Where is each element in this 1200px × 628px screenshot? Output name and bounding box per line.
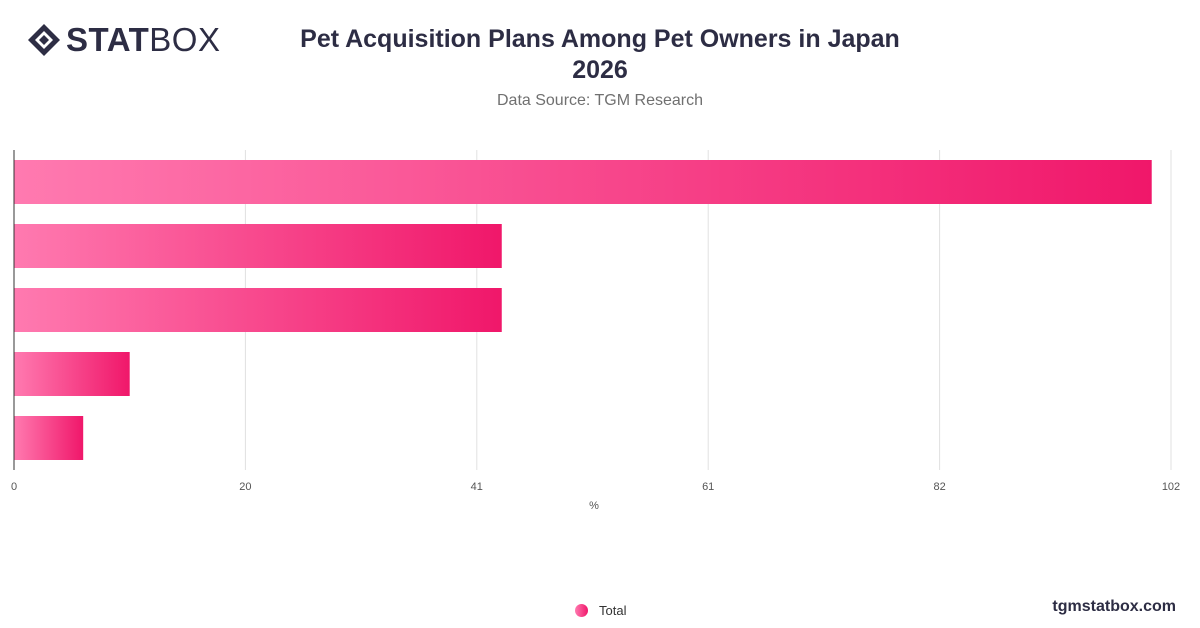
chart-title-line1: Pet Acquisition Plans Among Pet Owners i… — [300, 25, 900, 53]
statbox-logo-icon — [28, 24, 60, 56]
x-tick-label: 61 — [702, 481, 714, 493]
logo-text-bold: STAT — [66, 21, 150, 58]
bar[interactable] — [14, 352, 130, 396]
x-tick-label: 0 — [11, 481, 17, 493]
bar[interactable] — [14, 416, 84, 460]
bars — [14, 160, 1152, 460]
x-tick-label: 41 — [471, 481, 483, 493]
x-axis-label: % — [589, 500, 599, 512]
x-tick-label: 82 — [933, 481, 945, 493]
x-tick-label: 20 — [239, 481, 251, 493]
chart-title: Pet Acquisition Plans Among Pet Owners i… — [250, 24, 950, 86]
legend-label: Total — [599, 603, 627, 618]
brand-url: tgmstatbox.com — [1052, 598, 1176, 615]
chart-title-line2: 2026 — [572, 56, 628, 84]
bar[interactable] — [14, 160, 1152, 204]
legend-marker — [575, 604, 588, 617]
axes: 0 20 41 61 82 102 — [11, 150, 1180, 493]
logo-text: STATBOX — [66, 22, 220, 58]
bar[interactable] — [14, 288, 502, 332]
x-tick-label: 102 — [1162, 481, 1180, 493]
legend[interactable]: Total — [575, 603, 626, 618]
chart-subtitle: Data Source: TGM Research — [496, 92, 703, 109]
bar[interactable] — [14, 224, 502, 268]
logo-text-light: BOX — [149, 21, 221, 58]
logo: STATBOX — [26, 22, 220, 58]
